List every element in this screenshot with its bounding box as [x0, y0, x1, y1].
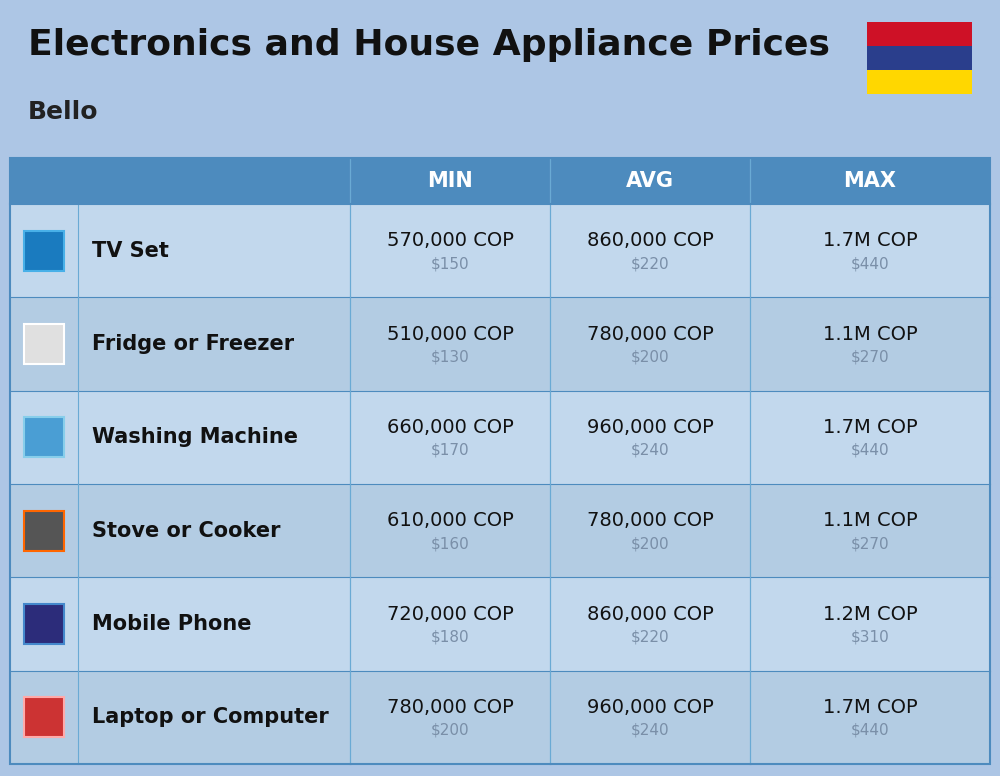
- Text: Laptop or Computer: Laptop or Computer: [92, 708, 329, 727]
- Text: $130: $130: [431, 349, 469, 365]
- Text: 1.1M COP: 1.1M COP: [823, 511, 917, 530]
- Text: Stove or Cooker: Stove or Cooker: [92, 521, 280, 541]
- Bar: [24, 698, 64, 737]
- Bar: [24, 230, 64, 271]
- Text: MIN: MIN: [427, 171, 473, 191]
- Text: $270: $270: [851, 349, 889, 365]
- Bar: [24, 324, 64, 364]
- Text: 960,000 COP: 960,000 COP: [587, 417, 713, 437]
- Bar: [10, 577, 990, 670]
- Text: $220: $220: [631, 629, 669, 645]
- Bar: [10, 670, 990, 764]
- Text: $200: $200: [631, 349, 669, 365]
- Text: $440: $440: [851, 443, 889, 458]
- Bar: [24, 604, 64, 644]
- Text: $200: $200: [631, 536, 669, 551]
- Text: 960,000 COP: 960,000 COP: [587, 698, 713, 717]
- Text: 1.2M COP: 1.2M COP: [823, 605, 917, 623]
- Text: $170: $170: [431, 443, 469, 458]
- Text: AVG: AVG: [626, 171, 674, 191]
- Text: 1.7M COP: 1.7M COP: [823, 698, 917, 717]
- Text: 660,000 COP: 660,000 COP: [387, 417, 513, 437]
- Text: $240: $240: [631, 443, 669, 458]
- Text: $440: $440: [851, 256, 889, 271]
- Text: $310: $310: [851, 629, 889, 645]
- Text: 780,000 COP: 780,000 COP: [587, 324, 713, 344]
- Text: $220: $220: [631, 256, 669, 271]
- Text: $270: $270: [851, 536, 889, 551]
- Text: $150: $150: [431, 256, 469, 271]
- Bar: [10, 158, 990, 764]
- Text: Fridge or Freezer: Fridge or Freezer: [92, 334, 294, 354]
- Text: 570,000 COP: 570,000 COP: [387, 231, 513, 250]
- Text: 720,000 COP: 720,000 COP: [387, 605, 513, 623]
- Text: 510,000 COP: 510,000 COP: [387, 324, 513, 344]
- Text: 780,000 COP: 780,000 COP: [587, 511, 713, 530]
- Bar: [24, 417, 64, 457]
- Text: $240: $240: [631, 722, 669, 738]
- Text: Electronics and House Appliance Prices: Electronics and House Appliance Prices: [28, 28, 830, 62]
- Text: 780,000 COP: 780,000 COP: [387, 698, 513, 717]
- Text: Mobile Phone: Mobile Phone: [92, 614, 252, 634]
- Text: 860,000 COP: 860,000 COP: [587, 605, 713, 623]
- Bar: [867, 22, 972, 46]
- Text: 1.7M COP: 1.7M COP: [823, 417, 917, 437]
- Bar: [10, 390, 990, 484]
- Text: 860,000 COP: 860,000 COP: [587, 231, 713, 250]
- Text: $180: $180: [431, 629, 469, 645]
- Text: Washing Machine: Washing Machine: [92, 428, 298, 447]
- Text: $440: $440: [851, 722, 889, 738]
- Bar: [10, 484, 990, 577]
- Text: Bello: Bello: [28, 100, 98, 124]
- Text: 1.1M COP: 1.1M COP: [823, 324, 917, 344]
- Text: $160: $160: [431, 536, 469, 551]
- Text: $200: $200: [431, 722, 469, 738]
- Bar: [10, 297, 990, 390]
- Text: MAX: MAX: [844, 171, 896, 191]
- Bar: [867, 46, 972, 70]
- Bar: [10, 204, 990, 297]
- Bar: [10, 158, 990, 204]
- Bar: [867, 70, 972, 94]
- Bar: [24, 511, 64, 551]
- Text: 1.7M COP: 1.7M COP: [823, 231, 917, 250]
- Text: 610,000 COP: 610,000 COP: [387, 511, 513, 530]
- Text: TV Set: TV Set: [92, 241, 169, 261]
